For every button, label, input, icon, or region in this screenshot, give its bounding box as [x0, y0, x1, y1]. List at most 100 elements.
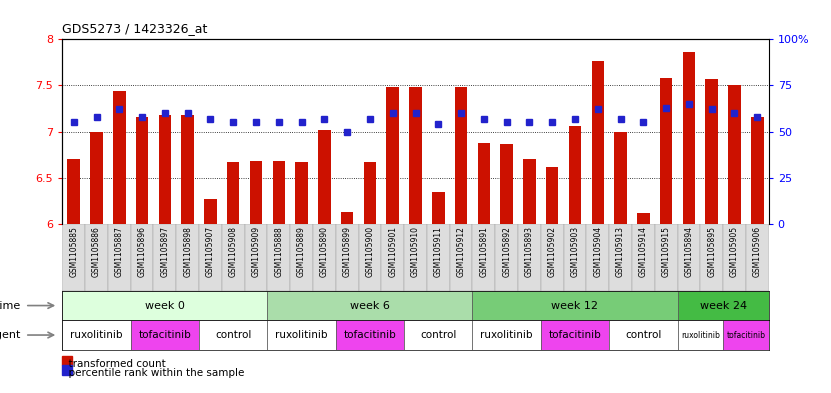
Text: GSM1105911: GSM1105911 [434, 226, 443, 277]
Bar [541, 224, 563, 291]
Text: GSM1105895: GSM1105895 [707, 226, 716, 277]
Bar [473, 291, 677, 320]
Bar [677, 224, 701, 291]
Bar [62, 291, 268, 320]
Text: week 12: week 12 [552, 301, 598, 310]
Text: control: control [215, 330, 252, 340]
Text: agent: agent [0, 330, 21, 340]
Text: control: control [625, 330, 661, 340]
Text: GSM1105894: GSM1105894 [685, 226, 693, 277]
Text: GSM1105887: GSM1105887 [115, 226, 124, 277]
Bar [244, 224, 268, 291]
Text: control: control [420, 330, 456, 340]
Bar [62, 356, 72, 365]
Text: transformed count: transformed count [62, 358, 166, 369]
Bar [546, 167, 558, 224]
Text: GSM1105896: GSM1105896 [138, 226, 146, 277]
Bar [518, 224, 541, 291]
Bar [432, 192, 445, 224]
Bar [135, 117, 149, 224]
Text: GSM1105897: GSM1105897 [160, 226, 170, 277]
Text: GSM1105915: GSM1105915 [661, 226, 671, 277]
Bar [563, 224, 587, 291]
Bar [495, 224, 518, 291]
Bar [455, 87, 467, 224]
Bar [450, 224, 473, 291]
Text: GSM1105914: GSM1105914 [639, 226, 648, 277]
Bar [632, 224, 655, 291]
Text: GSM1105907: GSM1105907 [206, 226, 215, 277]
Text: GSM1105902: GSM1105902 [548, 226, 557, 277]
Bar [677, 320, 723, 350]
Bar [199, 224, 222, 291]
Bar [473, 320, 541, 350]
Text: GSM1105898: GSM1105898 [183, 226, 192, 277]
Text: GSM1105912: GSM1105912 [456, 226, 465, 277]
Bar [313, 224, 336, 291]
Bar [113, 91, 125, 224]
Text: ruxolitinib: ruxolitinib [480, 330, 533, 340]
Text: week 6: week 6 [350, 301, 390, 310]
Bar [609, 224, 632, 291]
Bar [364, 162, 376, 224]
Bar [268, 320, 336, 350]
Bar [587, 224, 609, 291]
Bar [341, 212, 353, 224]
Text: GSM1105903: GSM1105903 [571, 226, 579, 277]
Text: GSM1105904: GSM1105904 [593, 226, 602, 277]
Bar [250, 161, 263, 224]
Bar [295, 162, 307, 224]
Bar [568, 126, 581, 224]
Bar [227, 162, 239, 224]
Bar [614, 132, 627, 224]
Bar [524, 159, 536, 224]
Bar [404, 320, 473, 350]
Bar [108, 224, 130, 291]
Text: ruxolitinib: ruxolitinib [71, 330, 123, 340]
Bar [386, 87, 399, 224]
Bar [655, 224, 677, 291]
Bar [381, 224, 404, 291]
Bar [91, 132, 103, 224]
Bar [500, 144, 513, 224]
Bar [637, 213, 650, 224]
Bar [336, 320, 404, 350]
Text: GSM1105908: GSM1105908 [229, 226, 238, 277]
Bar [268, 291, 473, 320]
Bar [660, 78, 672, 224]
Bar [130, 320, 199, 350]
Text: GSM1105891: GSM1105891 [479, 226, 489, 277]
Bar [409, 87, 422, 224]
Text: GSM1105888: GSM1105888 [274, 226, 283, 277]
Text: GSM1105890: GSM1105890 [320, 226, 329, 277]
Bar [204, 199, 217, 224]
Text: GSM1105906: GSM1105906 [753, 226, 762, 277]
Bar [199, 320, 268, 350]
Text: GSM1105900: GSM1105900 [366, 226, 375, 277]
Text: week 0: week 0 [145, 301, 184, 310]
Bar [273, 161, 285, 224]
Bar [701, 224, 723, 291]
Text: GSM1105913: GSM1105913 [616, 226, 625, 277]
Bar [62, 224, 85, 291]
Bar [706, 79, 718, 224]
Bar [609, 320, 677, 350]
Bar [723, 224, 746, 291]
Text: ruxolitinib: ruxolitinib [681, 331, 720, 340]
Bar [159, 115, 171, 224]
Text: tofacitinib: tofacitinib [548, 330, 602, 340]
Bar [682, 52, 696, 224]
Bar [130, 224, 154, 291]
Bar [67, 159, 80, 224]
Bar [427, 224, 450, 291]
Text: GSM1105892: GSM1105892 [502, 226, 511, 277]
Text: tofacitinib: tofacitinib [726, 331, 765, 340]
Bar [222, 224, 244, 291]
Bar [592, 61, 604, 224]
Bar [62, 320, 130, 350]
Bar [336, 224, 358, 291]
Text: week 24: week 24 [700, 301, 747, 310]
Text: tofacitinib: tofacitinib [343, 330, 396, 340]
Bar [677, 291, 769, 320]
Bar [318, 130, 331, 224]
